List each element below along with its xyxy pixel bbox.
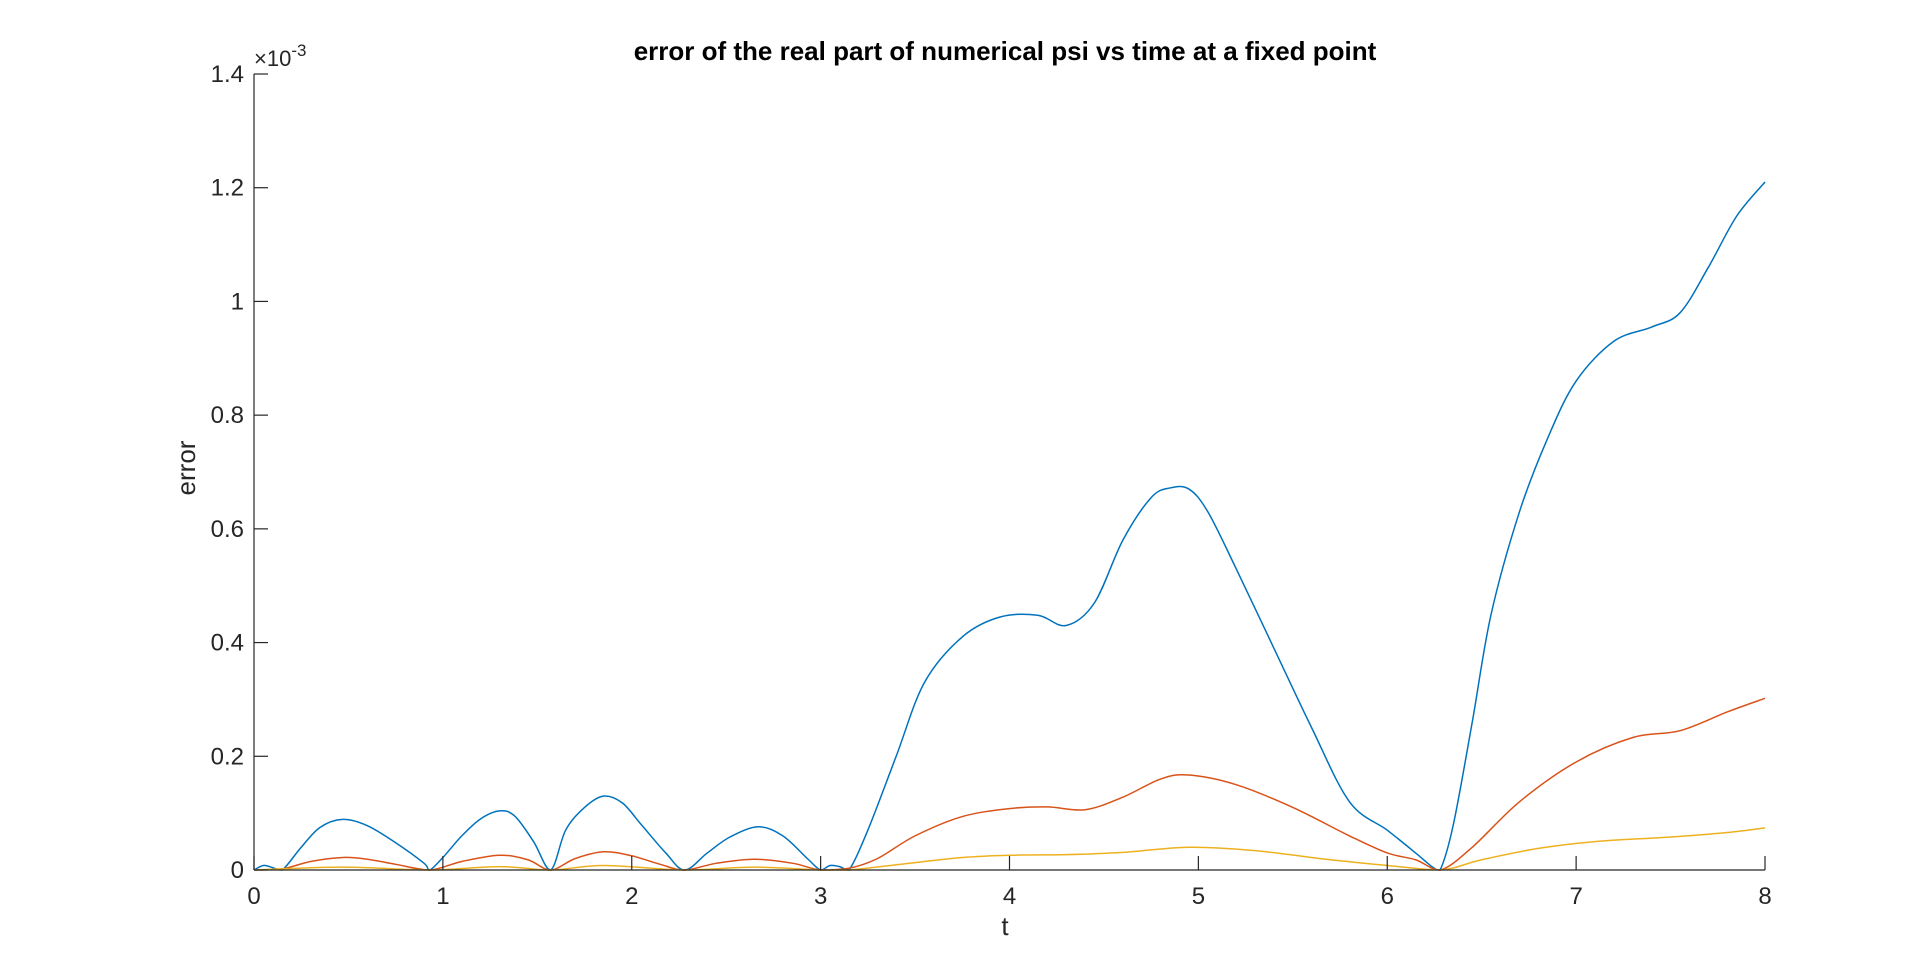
y-tick-label: 0.4 <box>211 630 244 657</box>
y-exponent-power: -3 <box>291 41 306 60</box>
series-line-1 <box>253 181 1766 871</box>
chart-title: error of the real part of numerical psi … <box>634 36 1377 66</box>
x-axis-label: t <box>1001 911 1009 941</box>
x-tick-label: 5 <box>1192 883 1205 910</box>
series-line-2 <box>253 697 1766 871</box>
y-tick-label: 0.8 <box>211 402 244 429</box>
y-exponent-base: ×10 <box>254 46 291 71</box>
y-exponent: ×10-3 <box>254 41 306 71</box>
y-tick-label: 0.6 <box>211 516 244 543</box>
x-tick-label: 7 <box>1569 883 1582 910</box>
y-tick-label: 1 <box>231 288 244 315</box>
x-tick-label: 8 <box>1758 883 1771 910</box>
y-tick-label: 1.4 <box>211 61 244 88</box>
x-tick-label: 3 <box>814 883 827 910</box>
x-tick-label: 6 <box>1381 883 1394 910</box>
y-axis-label: error <box>171 440 201 495</box>
x-tick-label: 1 <box>436 883 449 910</box>
y-tick-label: 1.2 <box>211 175 244 202</box>
axes <box>253 73 1766 871</box>
series-layer <box>253 181 1766 871</box>
x-tick-labels: 0 1 2 3 4 5 6 7 8 <box>247 883 1771 910</box>
y-tick-label: 0 <box>231 857 244 884</box>
x-tick-label: 0 <box>247 883 260 910</box>
x-tick-label: 2 <box>625 883 638 910</box>
svg-text:×10-3: ×10-3 <box>254 41 306 71</box>
x-tick-label: 4 <box>1003 883 1016 910</box>
y-tick-label: 0.2 <box>211 743 244 770</box>
y-tick-labels: 0 0.2 0.4 0.6 0.8 1 1.2 1.4 <box>211 61 244 884</box>
